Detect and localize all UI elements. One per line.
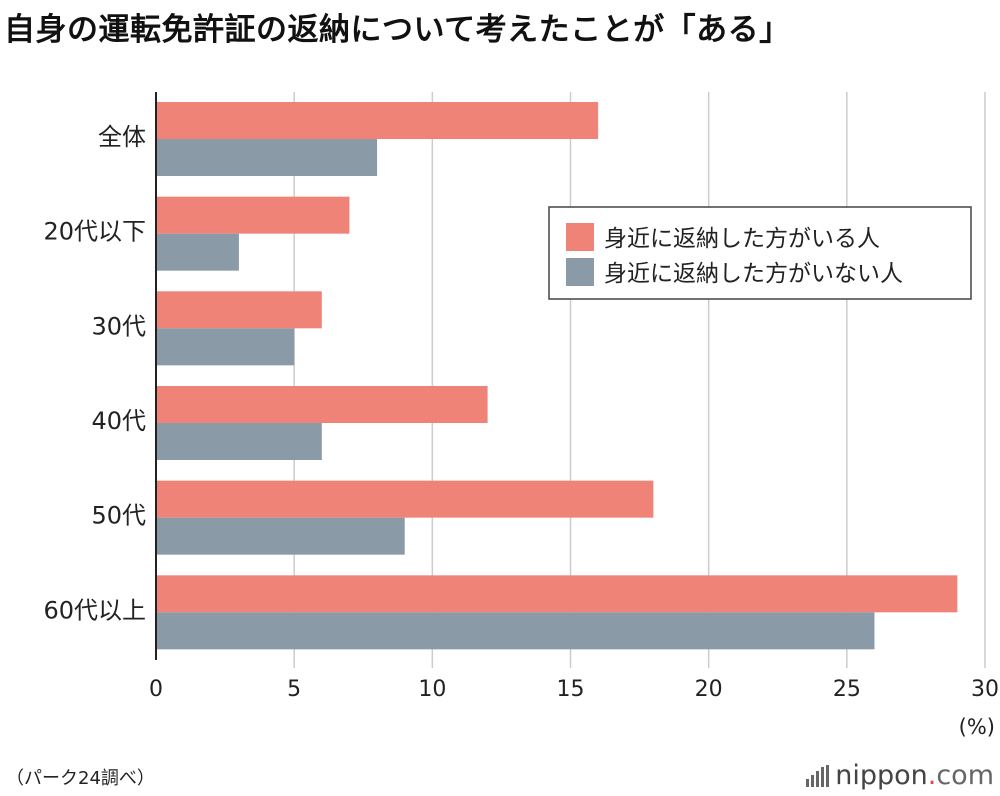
legend-swatch xyxy=(566,223,594,251)
brand-name: nippon xyxy=(835,760,928,791)
bar-series1 xyxy=(156,386,488,423)
logo-bars-icon xyxy=(806,764,830,787)
legend-label: 身近に返納した方がいない人 xyxy=(604,261,903,287)
x-tick-label: 20 xyxy=(695,677,723,702)
bar-series2 xyxy=(156,517,405,555)
chart-title: 自身の運転免許証の返納について考えたことが「ある」 xyxy=(4,12,791,48)
legend-box xyxy=(548,206,972,300)
bar-series2 xyxy=(156,423,322,460)
bar-series1 xyxy=(156,291,322,329)
bar-series2 xyxy=(156,328,295,366)
bar-series1 xyxy=(156,102,599,139)
x-tick-label: 5 xyxy=(287,677,301,702)
x-tick-label: 15 xyxy=(557,677,585,702)
category-label: 30代 xyxy=(91,312,146,340)
bar-series1 xyxy=(156,480,654,518)
bar-series1 xyxy=(156,196,350,234)
source-note: （パーク24調べ） xyxy=(6,768,155,789)
category-label: 50代 xyxy=(91,502,146,530)
unit-label: (%) xyxy=(959,715,995,739)
bar-series2 xyxy=(156,233,239,271)
x-tick-label: 0 xyxy=(149,677,163,702)
legend-label: 身近に返納した方がいる人 xyxy=(604,226,880,252)
bar-series2 xyxy=(156,612,875,650)
x-tick-label: 25 xyxy=(833,677,861,702)
x-tick-label: 30 xyxy=(971,677,999,702)
bar-series1 xyxy=(156,575,958,613)
category-label: 20代以下 xyxy=(43,218,146,246)
bar-series2 xyxy=(156,139,378,176)
brand-tld: com xyxy=(936,760,994,791)
brand-dot: . xyxy=(927,760,937,791)
nippon-logo: nippon. com xyxy=(806,760,994,791)
legend-swatch xyxy=(566,258,594,286)
x-tick-label: 10 xyxy=(418,677,446,702)
category-label: 60代以上 xyxy=(43,596,146,624)
category-label: 全体 xyxy=(98,123,146,151)
category-label: 40代 xyxy=(91,407,146,435)
